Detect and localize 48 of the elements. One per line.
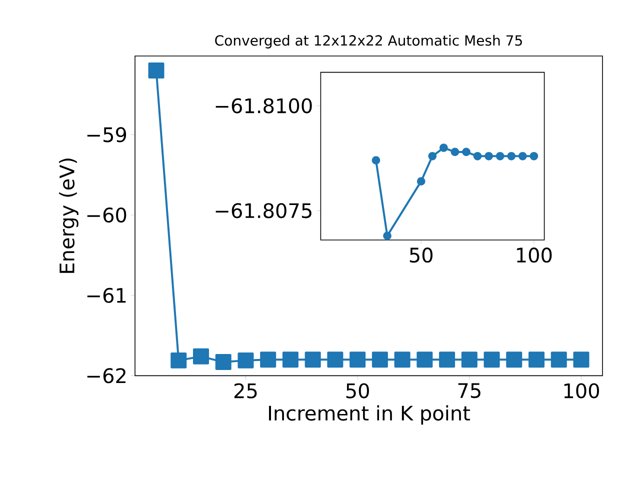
chart-title: Converged at 12x12x22 Automatic Mesh 75 — [215, 34, 522, 48]
y-axis-title: Energy (eV) — [59, 158, 78, 273]
point — [192, 348, 209, 364]
point — [484, 352, 500, 368]
point — [439, 144, 448, 152]
point — [573, 352, 590, 368]
x-tick-label: 75 — [458, 383, 480, 398]
x-tick-label: 50 — [410, 248, 433, 263]
point — [450, 148, 460, 156]
point — [506, 352, 522, 368]
y-tick-label: −61.8100 — [216, 98, 312, 114]
point — [416, 352, 433, 368]
point — [372, 156, 380, 165]
point — [394, 352, 410, 368]
point — [327, 352, 344, 368]
x-tick-label: 100 — [564, 383, 600, 398]
point — [170, 352, 187, 368]
point — [507, 152, 516, 160]
point — [518, 152, 527, 160]
x-tick-label: 25 — [234, 383, 257, 398]
point — [439, 352, 456, 368]
x-axis-title: Increment in K point — [269, 405, 470, 425]
y-tick-label: −60 — [87, 207, 126, 223]
point — [496, 152, 504, 160]
y-tick-label: −61 — [87, 288, 126, 303]
point — [473, 152, 482, 160]
point — [416, 177, 426, 186]
point — [372, 352, 388, 368]
point — [148, 62, 164, 78]
point — [282, 352, 298, 368]
x-tick-label: 100 — [517, 248, 552, 263]
point — [383, 232, 392, 240]
point — [428, 152, 437, 160]
point — [484, 152, 493, 160]
point — [530, 152, 538, 160]
y-tick-label: −61.8075 — [216, 203, 312, 218]
point — [215, 354, 232, 370]
y-tick-label: −62 — [87, 368, 126, 384]
point — [462, 148, 470, 156]
x-tick-label: 50 — [346, 383, 369, 398]
point — [238, 352, 254, 368]
point — [350, 352, 366, 368]
point — [528, 352, 545, 368]
y-tick-label: −59 — [87, 127, 126, 142]
point — [304, 352, 321, 368]
point — [550, 352, 567, 368]
point — [461, 352, 478, 368]
point — [260, 352, 276, 368]
